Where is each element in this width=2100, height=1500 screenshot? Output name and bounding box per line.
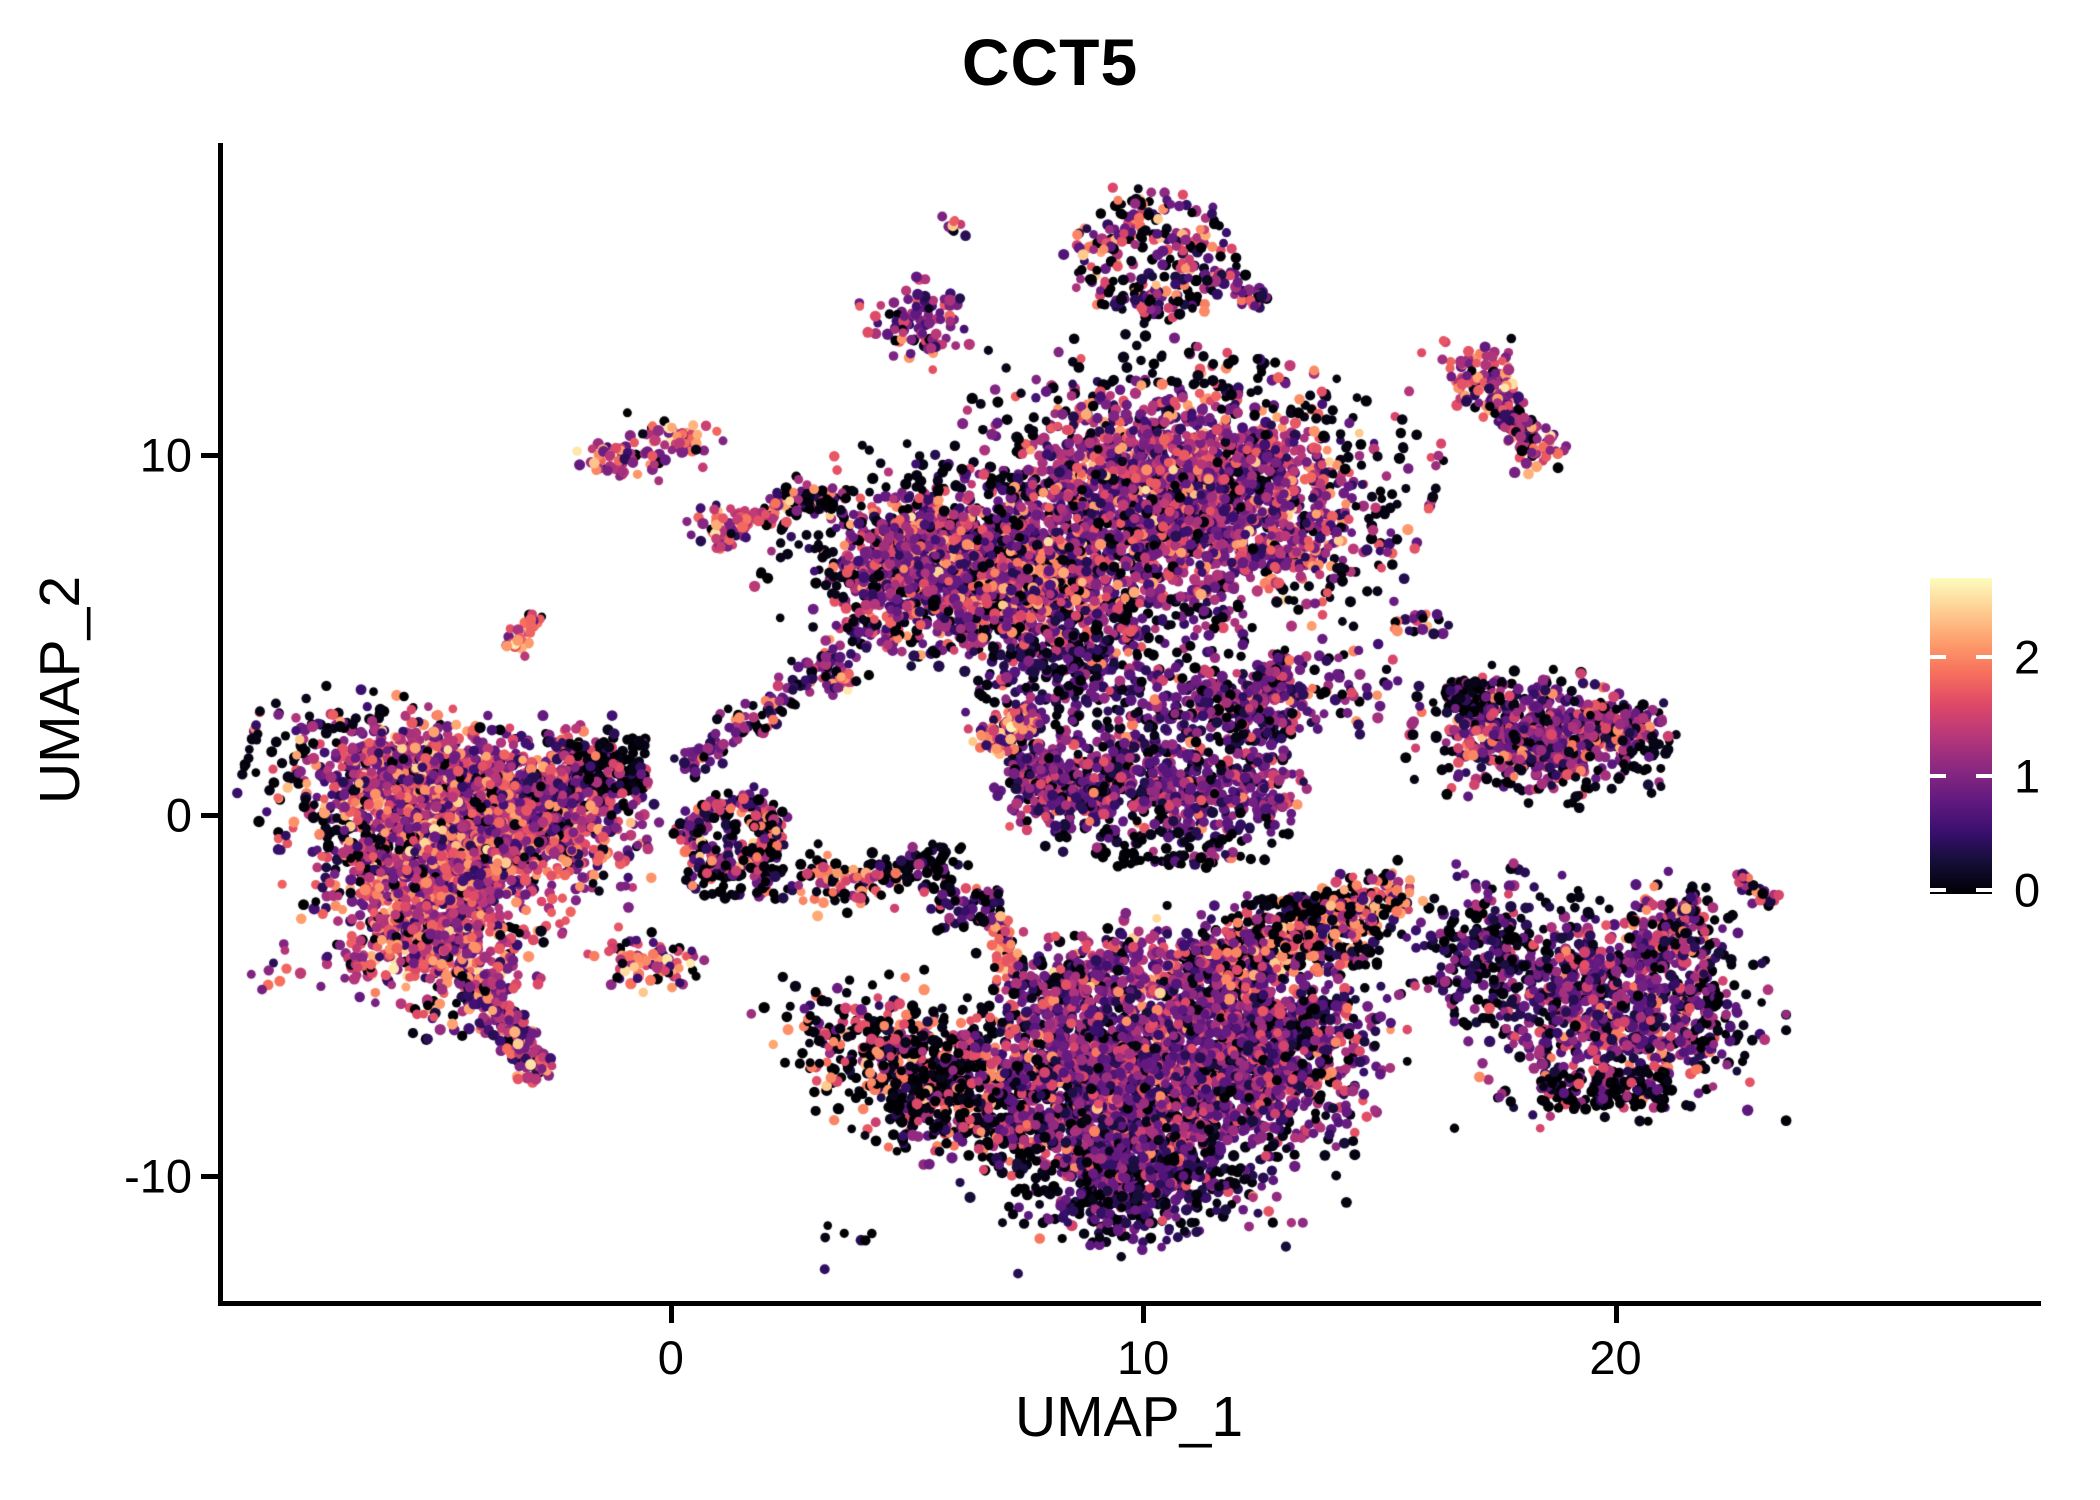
colorbar-tick-mark <box>1930 888 1946 892</box>
y-tick-mark <box>201 813 218 819</box>
x-tick-label: 20 <box>1589 1331 1642 1384</box>
colorbar-tick-label: 2 <box>2014 630 2041 684</box>
y-tick-label: -10 <box>124 1149 192 1203</box>
colorbar <box>1930 578 1992 894</box>
x-tick-mark <box>668 1306 674 1323</box>
colorbar-tick-mark <box>1976 773 1992 778</box>
x-tick-label: 10 <box>1117 1331 1170 1384</box>
x-tick-mark <box>1141 1306 1147 1323</box>
colorbar-tick-mark <box>1976 655 1992 660</box>
colorbar-tick-label: 0 <box>2014 863 2041 917</box>
colorbar-tick-mark <box>1930 773 1946 778</box>
y-tick-mark <box>201 452 218 458</box>
x-tick-mark <box>1613 1306 1619 1323</box>
y-axis-line <box>218 143 223 1306</box>
y-axis-title: UMAP_2 <box>28 575 92 805</box>
y-tick-label: 0 <box>165 788 192 842</box>
x-tick-label: 0 <box>657 1331 684 1384</box>
x-axis-line <box>218 1301 2041 1306</box>
plot-title: CCT5 <box>961 25 1139 99</box>
colorbar-tick-label: 1 <box>2014 749 2041 803</box>
colorbar-tick-mark <box>1930 655 1946 660</box>
y-tick-label: 10 <box>139 428 192 482</box>
colorbar-tick-mark <box>1976 888 1992 892</box>
x-axis-title: UMAP_1 <box>1014 1385 1244 1449</box>
y-tick-mark <box>201 1173 218 1179</box>
